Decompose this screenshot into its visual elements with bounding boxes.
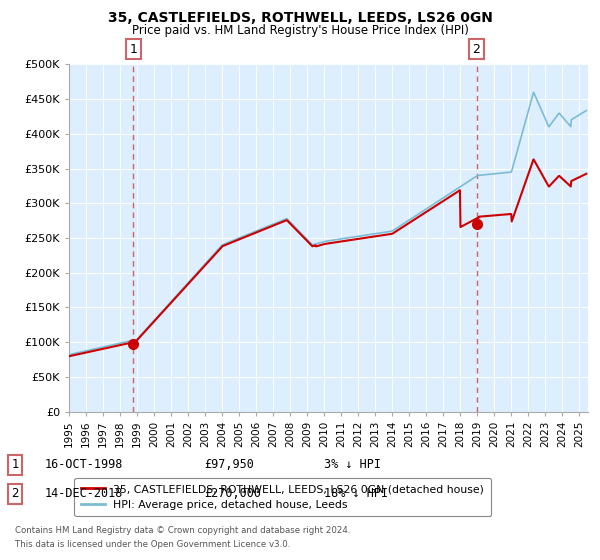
Text: 35, CASTLEFIELDS, ROTHWELL, LEEDS, LS26 0GN: 35, CASTLEFIELDS, ROTHWELL, LEEDS, LS26 … [107, 11, 493, 25]
Text: 1: 1 [130, 43, 137, 56]
Text: 3% ↓ HPI: 3% ↓ HPI [324, 458, 381, 472]
Text: 1: 1 [11, 458, 19, 472]
Text: 14-DEC-2018: 14-DEC-2018 [45, 487, 124, 501]
Text: £270,000: £270,000 [204, 487, 261, 501]
Text: Contains HM Land Registry data © Crown copyright and database right 2024.: Contains HM Land Registry data © Crown c… [15, 526, 350, 535]
Text: This data is licensed under the Open Government Licence v3.0.: This data is licensed under the Open Gov… [15, 540, 290, 549]
Text: £97,950: £97,950 [204, 458, 254, 472]
Legend: 35, CASTLEFIELDS, ROTHWELL, LEEDS, LS26 0GN (detached house), HPI: Average price: 35, CASTLEFIELDS, ROTHWELL, LEEDS, LS26 … [74, 478, 491, 516]
Text: 18% ↓ HPI: 18% ↓ HPI [324, 487, 388, 501]
Text: 2: 2 [473, 43, 481, 56]
Text: Price paid vs. HM Land Registry's House Price Index (HPI): Price paid vs. HM Land Registry's House … [131, 24, 469, 36]
Text: 16-OCT-1998: 16-OCT-1998 [45, 458, 124, 472]
Text: 2: 2 [11, 487, 19, 501]
